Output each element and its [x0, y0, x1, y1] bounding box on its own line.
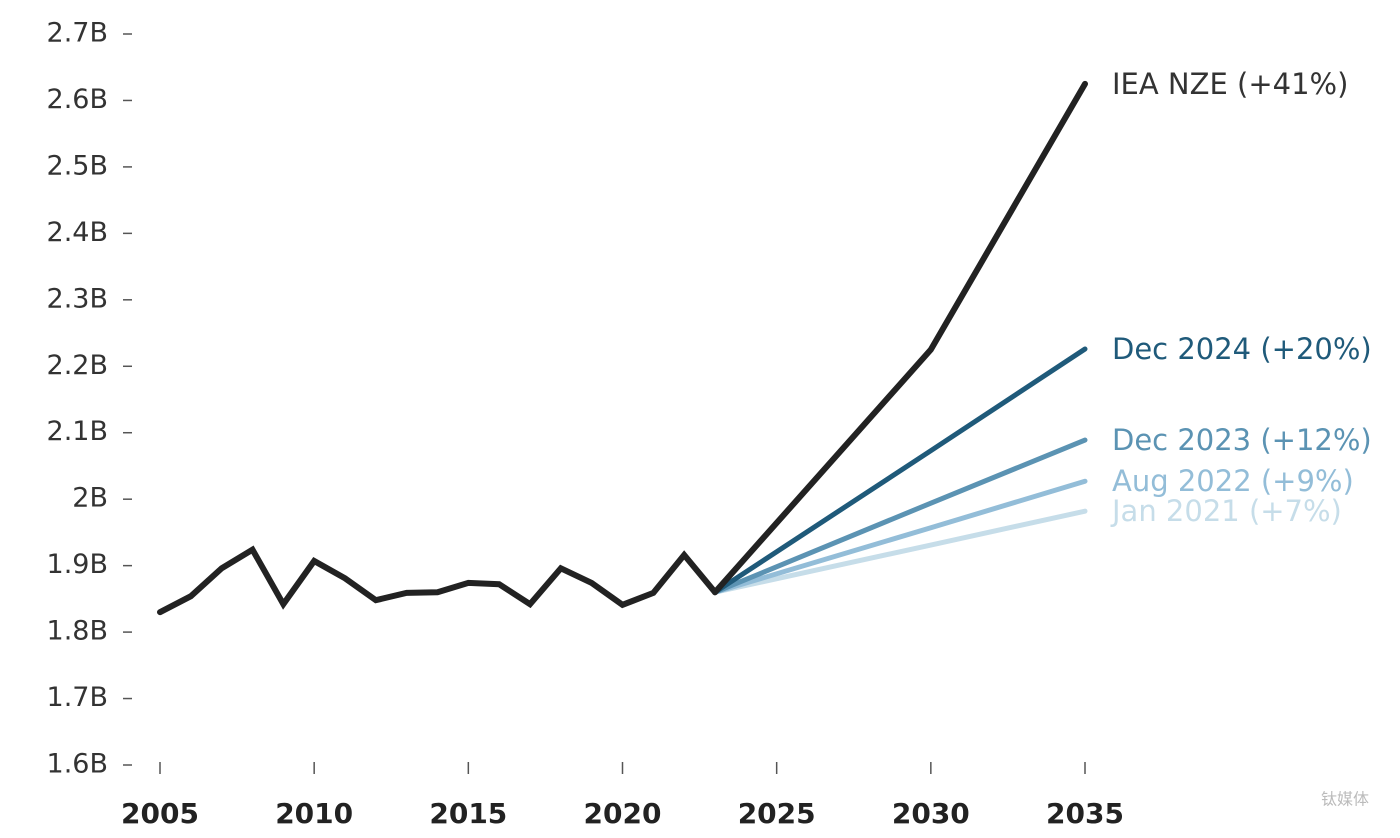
y-tick-label: 1.6B: [47, 749, 108, 780]
x-tick-label: 2020: [584, 797, 662, 830]
series-line: [712, 437, 1088, 595]
series-line: [712, 478, 1088, 595]
x-tick-label: 2030: [892, 797, 970, 830]
series-line: [712, 508, 1088, 595]
y-tick-label: 2.7B: [47, 18, 108, 49]
series-label: IEA NZE (+41%): [1112, 67, 1348, 101]
x-tick-label: 2005: [121, 797, 199, 830]
watermark: 钛媒体: [1321, 790, 1369, 809]
series-line: [157, 545, 718, 616]
y-tick-label: 2.3B: [47, 283, 108, 314]
y-tick-label: 1.8B: [47, 616, 108, 647]
x-tick-label: 2010: [275, 797, 353, 830]
y-tick-label: 2.2B: [47, 350, 108, 381]
series-line: [712, 346, 1088, 595]
series-line: [712, 80, 1088, 596]
y-tick-label: 2.1B: [47, 416, 108, 447]
series-label: Aug 2022 (+9%): [1112, 464, 1354, 498]
x-tick-label: 2025: [738, 797, 816, 830]
y-tick-label: 2.4B: [47, 217, 108, 248]
y-tick-label: 2B: [72, 483, 108, 514]
x-tick-label: 2035: [1046, 797, 1124, 830]
y-tick-label: 1.7B: [47, 682, 108, 713]
y-tick-label: 1.9B: [47, 549, 108, 580]
series-label: Dec 2023 (+12%): [1112, 423, 1372, 457]
x-tick-label: 2015: [429, 797, 507, 830]
series-label: Dec 2024 (+20%): [1112, 332, 1372, 366]
y-tick-label: 2.5B: [47, 150, 108, 181]
y-tick-label: 2.6B: [47, 84, 108, 115]
series-label: Jan 2021 (+7%): [1110, 494, 1342, 528]
